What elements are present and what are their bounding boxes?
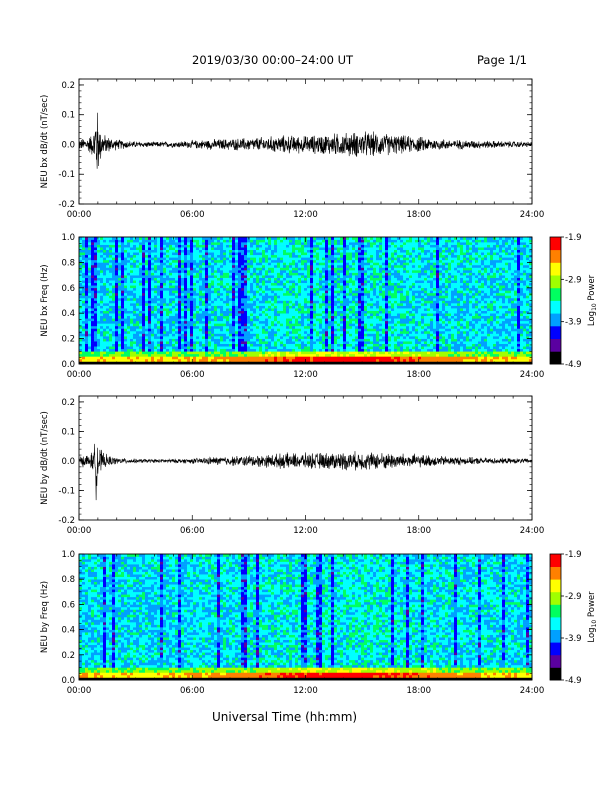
colorbar-frame xyxy=(549,553,562,681)
plot-title: 2019/03/30 00:00–24:00 UT xyxy=(192,53,354,67)
colorbar-label: Log10 Power xyxy=(587,591,598,643)
colorbar-tick-label: -4.9 xyxy=(565,360,582,370)
spectrogram-cells xyxy=(79,554,533,681)
x-tick-label: 06:00 xyxy=(180,370,205,380)
colorbar-tick-label: -1.9 xyxy=(565,233,582,243)
y-tick-label: 0.0 xyxy=(61,676,75,686)
y-tick-label: 1.0 xyxy=(61,550,75,560)
y-tick-label: -0.1 xyxy=(58,486,75,496)
y-tick-label: 0.2 xyxy=(61,651,75,661)
waveform-trace xyxy=(78,112,533,169)
y-tick-label: -0.1 xyxy=(58,170,75,180)
x-tick-label: 00:00 xyxy=(67,526,92,536)
x-tick-label: 12:00 xyxy=(293,210,318,220)
y-axis-label: NEU by dB/dt (nT/sec) xyxy=(40,411,50,505)
colorbar: -1.9 -2.9 -3.9 -4.9 Log10 Power xyxy=(549,550,598,686)
colorbar-tick-label: -2.9 xyxy=(565,275,582,285)
y-tick-label: 0.0 xyxy=(61,140,75,150)
y-tick-label: 0.8 xyxy=(61,258,75,268)
y-tick-label: 0.0 xyxy=(61,457,75,467)
y-tick-label: 0.1 xyxy=(61,111,75,121)
x-tick-label: 18:00 xyxy=(407,526,432,536)
panel-by-spectrogram: -1.9 -2.9 -3.9 -4.9 Log10 Power 00:00 06:00 12:… xyxy=(40,550,598,696)
x-tick-label: 00:00 xyxy=(67,210,92,220)
x-tick-label: 06:00 xyxy=(180,686,205,696)
colorbar-tick-label: -3.9 xyxy=(565,318,582,328)
spectrogram-cells xyxy=(79,237,533,365)
colorbar-tick-label: -3.9 xyxy=(565,634,582,644)
y-axis-label: NEU bx Freq (Hz) xyxy=(40,264,50,336)
y-tick-label: 0.2 xyxy=(61,398,75,408)
x-tick-label: 24:00 xyxy=(520,526,545,536)
colorbar-frame xyxy=(549,236,562,365)
page-indicator: Page 1/1 xyxy=(477,53,528,67)
x-tick-label: 24:00 xyxy=(520,370,545,380)
panel-bx-spectrogram: -1.9 -2.9 -3.9 -4.9 Log10 Power 00:00 06:00 12:… xyxy=(40,233,598,380)
waveform-trace xyxy=(78,443,533,501)
y-tick-label: 0.4 xyxy=(61,309,75,319)
y-axis-label: NEU bx dB/dt (nT/sec) xyxy=(40,95,50,189)
y-tick-label: 0.8 xyxy=(61,575,75,585)
y-tick-label: 0.6 xyxy=(61,284,75,294)
x-tick-label: 12:00 xyxy=(293,526,318,536)
y-tick-label: 0.1 xyxy=(61,427,75,437)
x-tick-label: 18:00 xyxy=(407,370,432,380)
y-tick-label: 0.4 xyxy=(61,626,75,636)
colorbar-tick-label: -2.9 xyxy=(565,592,582,602)
y-tick-label: 0.6 xyxy=(61,600,75,610)
x-tick-label: 06:00 xyxy=(180,210,205,220)
y-tick-label: -0.2 xyxy=(58,516,75,526)
colorbar-label: Log10 Power xyxy=(587,274,598,326)
x-tick-label: 24:00 xyxy=(520,686,545,696)
x-tick-label: 12:00 xyxy=(293,686,318,696)
x-tick-label: 06:00 xyxy=(180,526,205,536)
y-tick-label: 0.2 xyxy=(61,335,75,345)
x-tick-label: 18:00 xyxy=(407,210,432,220)
x-tick-label: 12:00 xyxy=(293,370,318,380)
x-tick-label: 18:00 xyxy=(407,686,432,696)
y-tick-label: 0.2 xyxy=(61,81,75,91)
x-tick-label: 24:00 xyxy=(520,210,545,220)
y-tick-label: 1.0 xyxy=(61,233,75,243)
x-axis-title: Universal Time (hh:mm) xyxy=(212,710,358,724)
x-tick-label: 00:00 xyxy=(67,370,92,380)
y-tick-label: 0.0 xyxy=(61,360,75,370)
y-axis-label: NEU by Freq (Hz) xyxy=(40,581,50,653)
y-tick-label: -0.2 xyxy=(58,200,75,210)
x-tick-label: 00:00 xyxy=(67,686,92,696)
colorbar-tick-label: -4.9 xyxy=(565,676,582,686)
colorbar-tick-label: -1.9 xyxy=(565,550,582,560)
colorbar: -1.9 -2.9 -3.9 -4.9 Log10 Power xyxy=(549,233,598,370)
panel-bx-waveform: 00:00 06:00 12:00 18:00 24:00 0.2 0.1 0.0 -0.1 -0… xyxy=(40,78,545,220)
panel-by-waveform: 00:00 06:00 12:00 18:00 24:00 0.2 0.1 0.0 -0.1 -0… xyxy=(40,395,545,536)
